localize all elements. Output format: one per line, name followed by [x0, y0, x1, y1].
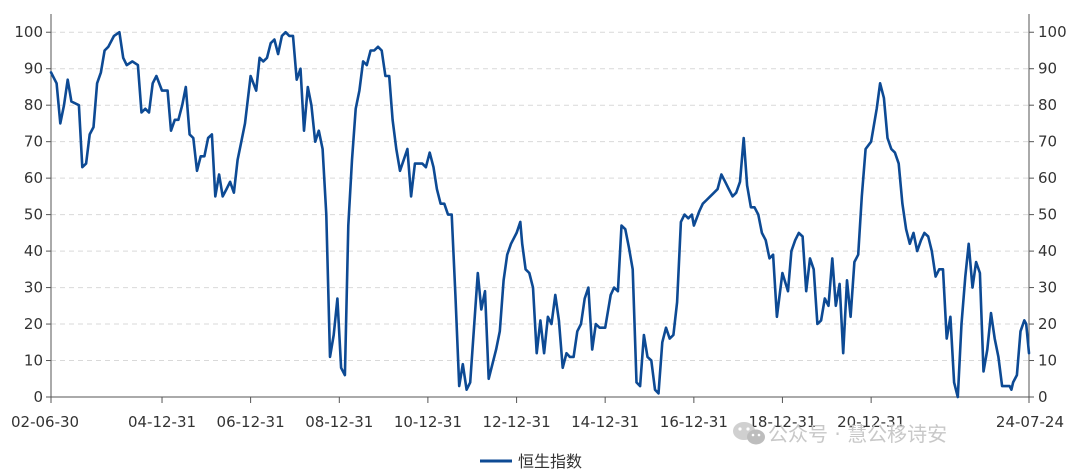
legend-label: 恒生指数: [518, 452, 582, 471]
x-tick-label: 04-12-31: [128, 413, 196, 431]
x-tick-label: 16-12-31: [660, 413, 728, 431]
axes: [50, 14, 1030, 398]
x-tick-label: 14-12-31: [571, 413, 639, 431]
legend: 恒生指数: [480, 452, 582, 471]
y-tick-label-left: 70: [24, 133, 43, 151]
y-tick-label-right: 100: [1038, 23, 1067, 41]
y-tick-label-right: 40: [1038, 242, 1057, 260]
y-tick-label-left: 30: [24, 279, 43, 297]
x-tick-label: 10-12-31: [394, 413, 462, 431]
series-layer: [49, 30, 1031, 399]
x-tick-label: 18-12-31: [748, 413, 816, 431]
y-tick-label-right: 10: [1038, 352, 1057, 370]
y-tick-label-left: 10: [24, 352, 43, 370]
y-tick-label-right: 70: [1038, 133, 1057, 151]
y-tick-label-right: 20: [1038, 315, 1057, 333]
x-tick-label: 12-12-31: [483, 413, 551, 431]
x-tick-label: 02-06-30: [11, 413, 79, 431]
y-tick-label-left: 0: [33, 388, 43, 406]
y-tick-label-left: 100: [14, 23, 43, 41]
y-tick-label-left: 50: [24, 206, 43, 224]
watermark-icon: [733, 422, 765, 445]
y-tick-label-left: 80: [24, 96, 43, 114]
y-tick-label-right: 90: [1038, 60, 1057, 78]
y-tick-label-left: 90: [24, 60, 43, 78]
y-tick-label-right: 80: [1038, 96, 1057, 114]
y-tick-label-right: 0: [1038, 388, 1048, 406]
x-tick-label: 20-12-31: [837, 413, 905, 431]
y-tick-label-left: 60: [24, 169, 43, 187]
y-axis-right-ticks: 0 10 20 30 40 50 60 70 80 90 100: [1029, 23, 1067, 406]
x-tick-label: 08-12-31: [305, 413, 373, 431]
y-tick-label-left: 40: [24, 242, 43, 260]
y-tick-label-right: 30: [1038, 279, 1057, 297]
y-tick-label-left: 20: [24, 315, 43, 333]
x-tick-label: 24-07-24: [996, 413, 1064, 431]
x-tick-label: 06-12-31: [217, 413, 285, 431]
y-tick-label-right: 50: [1038, 206, 1057, 224]
watermark-text: 公众号 · 慧公移诗安: [768, 422, 947, 446]
y-tick-label-right: 60: [1038, 169, 1057, 187]
series-line-hang-seng: [49, 30, 1031, 399]
x-axis-ticks: 02-06-30 04-12-31 06-12-31 08-12-31 10-12-31…: [11, 397, 1064, 431]
watermark: 公众号 · 慧公移诗安: [733, 422, 947, 446]
y-axis-left-ticks: 0 10 20 30 40 50 60 70 80 90 100: [14, 23, 51, 406]
grid-lines: [51, 31, 1029, 362]
